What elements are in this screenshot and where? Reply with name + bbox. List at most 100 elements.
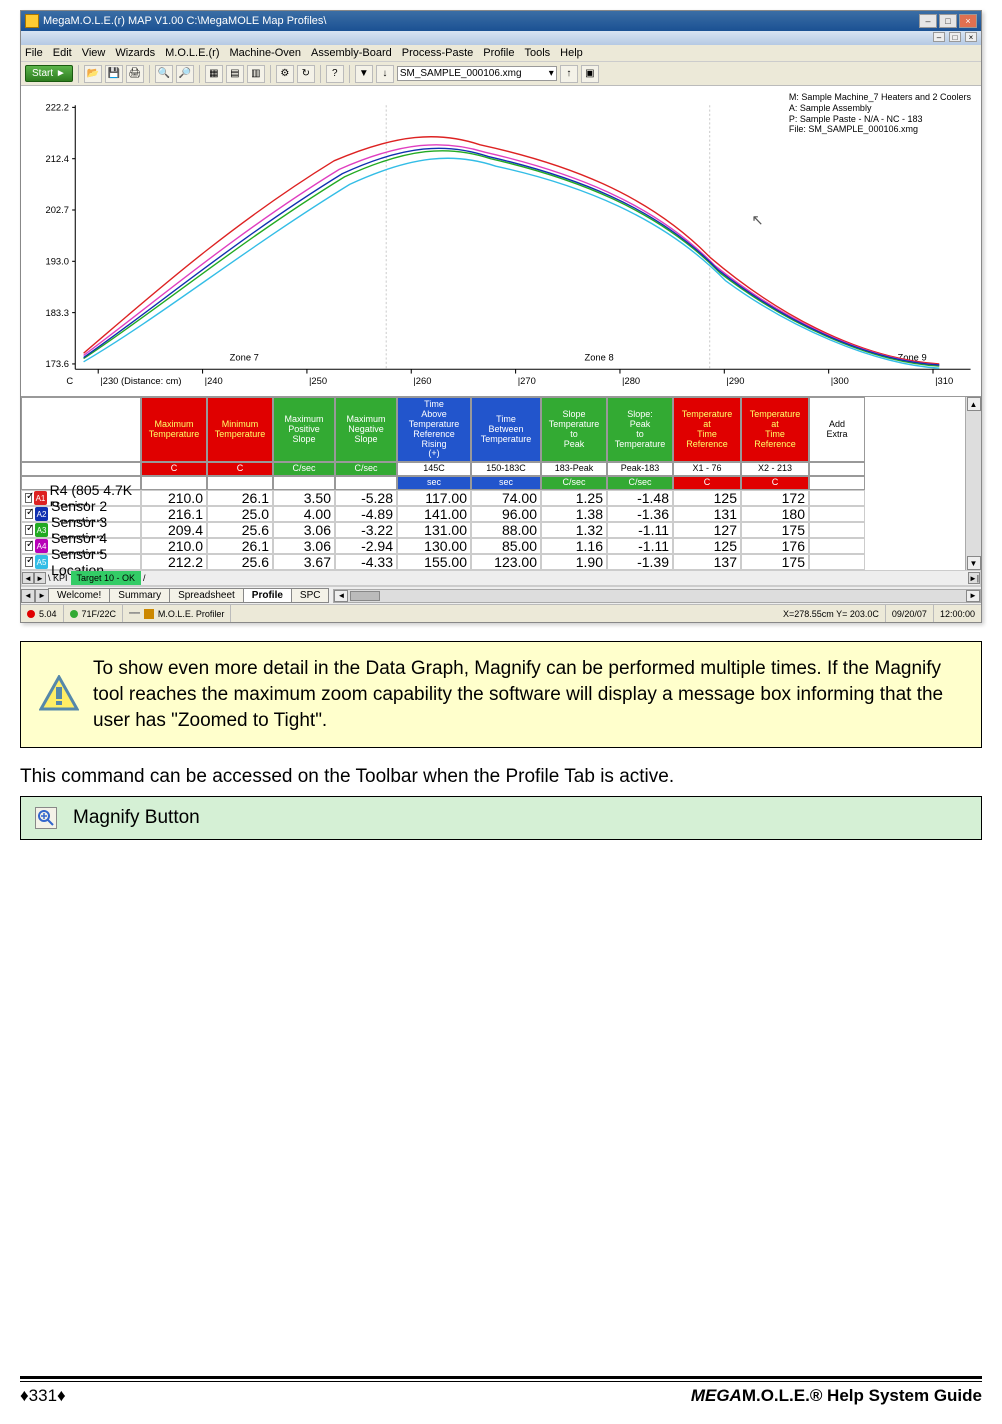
data-cell: -3.22 (335, 522, 397, 538)
svg-text:|300: |300 (831, 376, 849, 387)
config-icon[interactable]: ⚙ (276, 65, 294, 83)
profile-dropdown[interactable]: SM_SAMPLE_000106.xmg▾ (397, 66, 557, 81)
data-cell: 1.38 (541, 506, 607, 522)
column-header[interactable]: TimeBetweenTemperature (471, 397, 541, 462)
maximize-button[interactable]: □ (939, 14, 957, 28)
scroll-up-icon[interactable]: ▲ (967, 397, 981, 411)
worksheet-tabs: ◄ ► Welcome!SummarySpreadsheetProfileSPC… (21, 586, 981, 604)
menu-help[interactable]: Help (560, 47, 583, 59)
menu-processpaste[interactable]: Process-Paste (402, 47, 474, 59)
column-header[interactable]: AddExtra (809, 397, 865, 462)
svg-text:|260: |260 (413, 376, 431, 387)
menu-assemblyboard[interactable]: Assembly-Board (311, 47, 392, 59)
svg-text:C: C (66, 376, 73, 387)
svg-text:|280: |280 (622, 376, 640, 387)
data-cell: 1.16 (541, 538, 607, 554)
data-cell: 131 (673, 506, 741, 522)
tab-spreadsheet[interactable]: Spreadsheet (169, 588, 244, 603)
footer-title: MEGAM.O.L.E.® Help System Guide (691, 1386, 982, 1406)
sensor-checkbox[interactable] (25, 509, 33, 519)
status-date: 09/20/07 (886, 605, 934, 622)
sensor-checkbox[interactable] (25, 525, 33, 535)
status-temp: 71F/22C (82, 609, 117, 619)
status-time: 12:00:00 (934, 605, 981, 622)
tool-c-icon[interactable]: ▥ (247, 65, 265, 83)
save-icon[interactable]: 💾 (105, 65, 123, 83)
data-table: MaximumTemperatureMinimumTemperatureMaxi… (21, 396, 981, 570)
sensor-checkbox[interactable] (25, 493, 32, 503)
tab-next[interactable]: ► (35, 589, 49, 603)
data-cell: -1.36 (607, 506, 673, 522)
sensor-row[interactable]: A5Sensor 5 Location. (21, 554, 141, 570)
hscroll-thumb[interactable] (350, 591, 380, 601)
zoom-out-icon[interactable]: 🔎 (176, 65, 194, 83)
svg-text:|290: |290 (726, 376, 744, 387)
mdi-close[interactable]: × (965, 32, 977, 42)
column-header[interactable]: MaximumNegativeSlope (335, 397, 397, 462)
data-cell: 125 (673, 538, 741, 554)
open-icon[interactable]: 📂 (84, 65, 102, 83)
data-cell: -4.33 (335, 554, 397, 570)
sensor-checkbox[interactable] (25, 557, 33, 567)
minimize-button[interactable]: – (919, 14, 937, 28)
data-cell: 85.00 (471, 538, 541, 554)
column-header[interactable]: MaximumPositiveSlope (273, 397, 335, 462)
print-icon[interactable]: 🖨 (126, 65, 144, 83)
column-header[interactable]: TimeAboveTemperatureReferenceRising(+) (397, 397, 471, 462)
horizontal-scrollbar[interactable]: ◄ ► (333, 589, 981, 603)
target-bar: ◄ ► \ KPI Target 10 - OK / ►| (21, 570, 981, 586)
menu-profile[interactable]: Profile (483, 47, 514, 59)
cfg2-icon[interactable]: ▣ (581, 65, 599, 83)
svg-text:|250: |250 (309, 376, 327, 387)
vertical-scrollbar[interactable]: ▲ ▼ (965, 397, 981, 570)
target-next[interactable]: ► (34, 572, 46, 584)
refresh-icon[interactable]: ↻ (297, 65, 315, 83)
menu-moler[interactable]: M.O.L.E.(r) (165, 47, 219, 59)
column-header[interactable]: Slope:PeaktoTemperature (607, 397, 673, 462)
menu-wizards[interactable]: Wizards (115, 47, 155, 59)
up-icon[interactable]: ↑ (560, 65, 578, 83)
svg-text:|240: |240 (205, 376, 223, 387)
tab-profile[interactable]: Profile (243, 588, 292, 603)
tool-b-icon[interactable]: ▤ (226, 65, 244, 83)
column-header[interactable] (21, 397, 141, 462)
close-button[interactable]: × (959, 14, 977, 28)
column-header[interactable]: MaximumTemperature (141, 397, 207, 462)
menu-machineoven[interactable]: Machine-Oven (229, 47, 301, 59)
svg-text:173.6: 173.6 (46, 359, 69, 370)
tab-spc[interactable]: SPC (291, 588, 330, 603)
zoom-in-icon[interactable]: 🔍 (155, 65, 173, 83)
hscroll-left-icon[interactable]: ◄ (334, 590, 348, 602)
mdi-restore[interactable]: □ (949, 32, 961, 42)
target-prev[interactable]: ◄ (22, 572, 34, 584)
data-cell: 180 (741, 506, 809, 522)
pin-icon[interactable]: ▼ (355, 65, 373, 83)
start-button[interactable]: Start ► (25, 65, 73, 82)
mdi-min[interactable]: – (933, 32, 945, 42)
menu-tools[interactable]: Tools (524, 47, 550, 59)
help-icon[interactable]: ? (326, 65, 344, 83)
scroll-down-icon[interactable]: ▼ (967, 556, 981, 570)
menu-file[interactable]: File (25, 47, 43, 59)
data-cell: 210.0 (141, 538, 207, 554)
sensor-checkbox[interactable] (25, 541, 33, 551)
tab-welcome[interactable]: Welcome! (48, 588, 110, 603)
data-cell: -2.94 (335, 538, 397, 554)
data-cell: 3.06 (273, 522, 335, 538)
sensor-badge: A3 (35, 523, 48, 537)
data-cell: 117.00 (397, 490, 471, 506)
menu-edit[interactable]: Edit (53, 47, 72, 59)
tab-summary[interactable]: Summary (109, 588, 170, 603)
column-header[interactable]: SlopeTemperaturetoPeak (541, 397, 607, 462)
column-header[interactable]: TemperatureatTimeReference (673, 397, 741, 462)
column-header[interactable]: TemperatureatTimeReference (741, 397, 809, 462)
arrow-icon[interactable]: ↓ (376, 65, 394, 83)
data-cell: 25.6 (207, 554, 273, 570)
menu-view[interactable]: View (82, 47, 106, 59)
hscroll-right-icon[interactable]: ► (966, 590, 980, 602)
target-end[interactable]: ►| (968, 572, 980, 584)
tab-prev[interactable]: ◄ (21, 589, 35, 603)
tool-a-icon[interactable]: ▦ (205, 65, 223, 83)
data-cell: 125 (673, 490, 741, 506)
column-header[interactable]: MinimumTemperature (207, 397, 273, 462)
